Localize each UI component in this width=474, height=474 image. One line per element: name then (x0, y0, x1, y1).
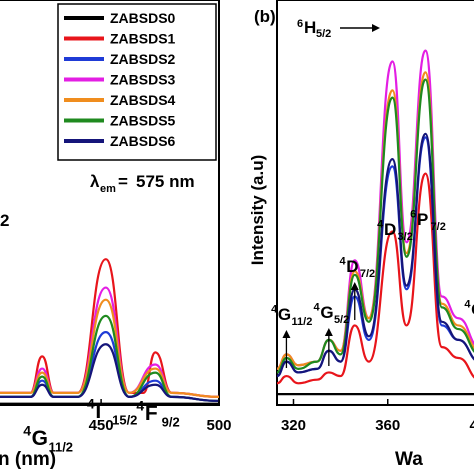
lambda-em-value: 575 nm (136, 172, 195, 191)
panel-a-top-annotation: 2 (0, 211, 9, 230)
panel-b-band-arrowhead-icon-1 (324, 328, 333, 336)
panel-a-band-sub-2: 9/2 (162, 414, 180, 429)
panel-a-band-term-2: F (145, 402, 158, 425)
panel-b-band-sup-3: 4 (377, 218, 384, 230)
panel-b-band-sup-2: 4 (339, 255, 346, 267)
panel-b-ticks: 320 360 400 (281, 399, 474, 434)
legend-label-zabsds4: ZABSDS4 (110, 92, 176, 108)
legend-item-zabsds1: ZABSDS1 (64, 31, 176, 47)
panel-b-band-term-5: G (471, 300, 474, 319)
panel-b-band-sub-2: 7/2 (360, 268, 375, 280)
legend-label-zabsds6: ZABSDS6 (110, 133, 176, 149)
panel-a-x-tick-label-500: 500 (206, 417, 231, 434)
panel-a-frame (0, 0, 220, 406)
legend-item-zabsds5: ZABSDS5 (64, 113, 176, 129)
lambda-em-annotation: λ em = 575 nm (90, 172, 195, 195)
panel-a-series-zabsds1 (0, 258, 220, 398)
panel-a: 450 500 4 G 11/24 I 15/24 F 9/2 2 λ em = 575 nm… (0, 0, 232, 470)
legend-label-zabsds1: ZABSDS1 (110, 31, 176, 47)
panel-b-band-term-0: G (278, 305, 291, 324)
panel-a-bands: 4 G 11/24 I 15/24 F 9/2 (23, 396, 179, 455)
panel-b-label: (b) (254, 7, 276, 26)
panel-b-y-axis-label: Intensity (a.u) (248, 155, 267, 266)
panel-a-band-sub-1: 15/2 (112, 412, 137, 427)
panel-b-band-label-2: 4 D 7/2 (339, 255, 375, 320)
lambda-symbol: λ (90, 172, 100, 191)
panel-b-band-term-3: D (384, 220, 396, 239)
panel-b-band-sub-3: 3/2 (398, 231, 413, 243)
legend-item-zabsds0: ZABSDS0 (64, 10, 176, 26)
panel-b-band-sub-4: 7/2 (431, 221, 446, 233)
panel-a-band-term-0: G (32, 427, 48, 450)
panel-a-band-sup-2: 4 (136, 398, 144, 414)
panel-b-band-sup-5: 4 (464, 298, 471, 310)
panel-a-band-label-0: 4 G 11/2 (23, 423, 73, 455)
panel-b-x-axis-label: Wa (395, 449, 423, 470)
legend-label-zabsds0: ZABSDS0 (110, 10, 176, 26)
panel-b-band-sup-1: 4 (314, 301, 321, 313)
panel-b-band-term-1: G (320, 303, 333, 322)
panel-b-band-sup-4: 6 (410, 208, 416, 220)
panel-a-band-sup-1: 4 (87, 396, 95, 412)
panel-b-band-term-2: D (346, 257, 358, 276)
panel-b-series-zabsds1 (276, 172, 474, 385)
legend-label-zabsds3: ZABSDS3 (110, 72, 176, 88)
panel-a-x-axis-label: n (nm) (0, 449, 56, 470)
panel-b-band-arrowhead-icon-0 (282, 330, 291, 338)
legend-frame (57, 3, 217, 161)
legend-item-zabsds6: ZABSDS6 (64, 133, 176, 149)
panel-a-x-tick-label-450: 450 (89, 417, 114, 434)
transition-symbol: H (304, 18, 316, 37)
lambda-em-equals: = (118, 172, 128, 191)
panel-a-series-zabsds5 (0, 314, 220, 403)
panel-b-x-tick-label-320: 320 (281, 417, 306, 434)
legend-item-zabsds2: ZABSDS2 (64, 51, 176, 67)
panel-b-band-term-4: P (417, 210, 428, 229)
transition-superscript: 6 (297, 18, 303, 30)
legend-item-zabsds3: ZABSDS3 (64, 72, 176, 88)
transition-subscript: 5/2 (316, 28, 331, 40)
panel-b: 320360400 4G11/24G5/24D7/24D3/26P7/24G11… (248, 0, 474, 470)
legend-label-zabsds5: ZABSDS5 (110, 113, 176, 129)
panel-b-x-tick-label-400: 400 (469, 417, 474, 434)
panel-b-series-zabsds6 (276, 132, 474, 378)
panel-b-band-label-1: 4 G 5/2 (314, 301, 349, 366)
panel-a-series-zabsds6 (0, 343, 220, 403)
panel-b-series (276, 49, 474, 396)
panel-a-ticks: 450 500 (89, 399, 232, 434)
legend-items: ZABSDS0 ZABSDS1 ZABSDS2 ZABSDS3 ZABSDS4 ZABSD… (64, 10, 176, 149)
legend: ZABSDS0 ZABSDS1 ZABSDS2 ZABSDS3 ZABSDS4 ZABSD… (57, 3, 217, 161)
panel-b-series-zabsds5 (276, 78, 474, 374)
panel-b-band-arrowhead-icon-2 (350, 282, 359, 290)
panel-b-frame (276, 0, 474, 406)
panel-a-band-label-2: 4 F 9/2 (136, 398, 179, 430)
panel-b-band-sub-0: 11/2 (292, 316, 313, 328)
panel-b-band-label-3: 4 D 3/2 (377, 218, 413, 243)
panel-a-band-sub-0: 11/2 (48, 439, 73, 454)
panel-a-band-sup-0: 4 (23, 423, 31, 439)
legend-label-zabsds2: ZABSDS2 (110, 51, 176, 67)
panel-a-series (0, 258, 220, 405)
panel-a-series-zabsds4 (0, 298, 220, 398)
panel-b-band-label-0: 4 G 11/2 (271, 303, 312, 368)
panel-a-series-zabsds3 (0, 286, 220, 398)
panel-a-band-term-1: I (95, 400, 101, 423)
arrowhead-icon (372, 24, 380, 32)
panel-b-x-tick-label-360: 360 (375, 417, 400, 434)
panel-b-band-label-4: 6 P 7/2 (410, 208, 446, 233)
panel-a-band-label-1: 4 I 15/2 (87, 396, 138, 428)
transition-annotation: 6 H 5/2 (297, 18, 380, 40)
lambda-em-subscript: em (100, 183, 116, 195)
panel-b-band-sub-1: 5/2 (334, 314, 349, 326)
legend-item-zabsds4: ZABSDS4 (64, 92, 176, 108)
panel-b-band-sup-0: 4 (271, 303, 278, 315)
